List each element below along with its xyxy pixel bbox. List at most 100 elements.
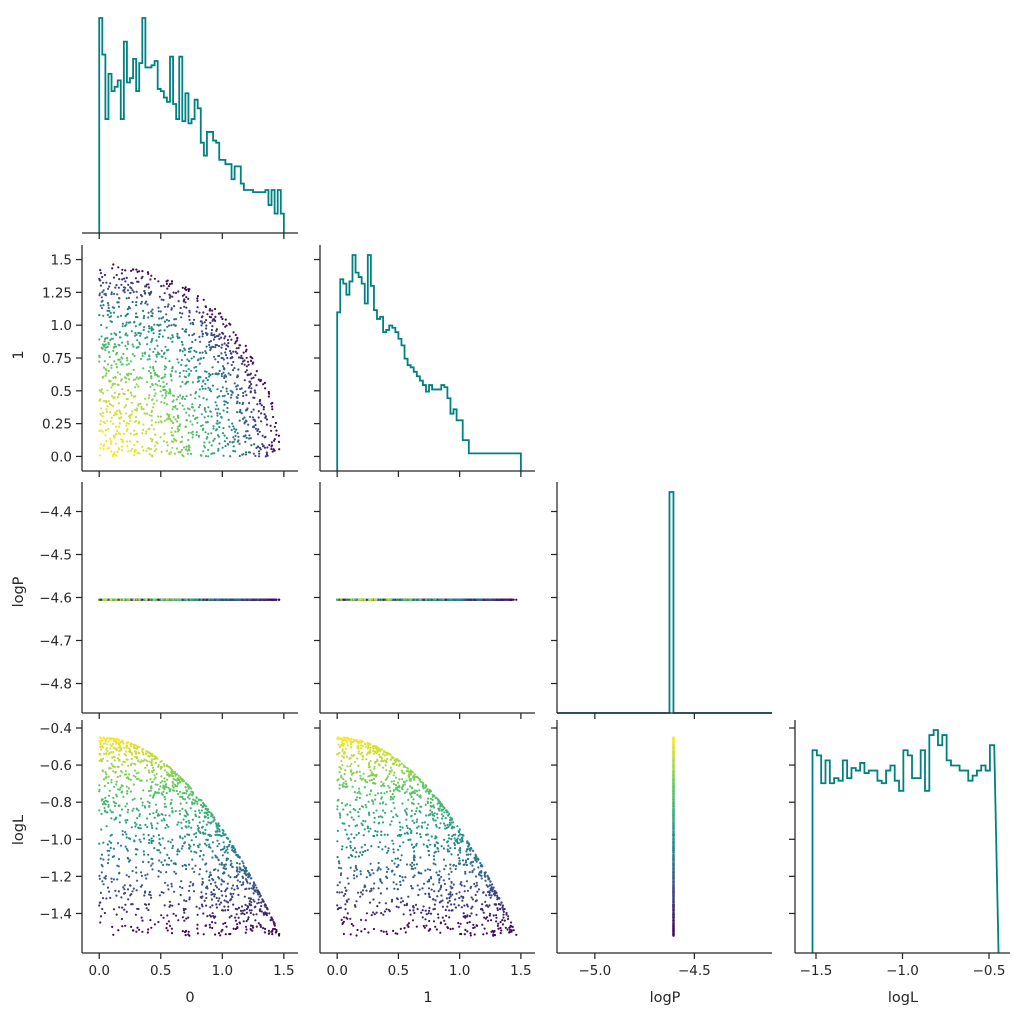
scatter-point (186, 449, 189, 452)
scatter-point (172, 416, 175, 419)
scatter-point (231, 369, 235, 372)
scatter-point (106, 287, 110, 290)
scatter-point (221, 317, 224, 321)
scatter-point (135, 301, 138, 304)
scatter-point (113, 759, 116, 762)
scatter-point (152, 428, 155, 431)
scatter-point (132, 783, 135, 786)
scatter-point (216, 414, 219, 417)
scatter-point (244, 440, 247, 443)
scatter-point (118, 872, 121, 875)
scatter-point (178, 371, 182, 375)
scatter-point (236, 396, 239, 399)
scatter-point (211, 319, 214, 322)
scatter-point (140, 874, 143, 878)
scatter-point (198, 598, 201, 601)
scatter-point (105, 410, 108, 413)
scatter-point (157, 765, 160, 769)
scatter-point (208, 341, 211, 344)
scatter-point (244, 434, 247, 437)
scatter-point (100, 812, 103, 816)
scatter-point (220, 336, 223, 339)
scatter-point (180, 847, 183, 850)
scatter-point (106, 309, 109, 312)
scatter-point (197, 406, 201, 409)
scatter-point (156, 783, 159, 786)
scatter-point (203, 408, 206, 411)
scatter-point (244, 370, 247, 374)
scatter-point (119, 786, 122, 789)
scatter-point (223, 899, 226, 902)
scatter-point (107, 854, 110, 857)
scatter-point (140, 302, 143, 305)
scatter-point (193, 366, 196, 369)
scatter-point (153, 347, 156, 350)
scatter-point (166, 884, 169, 887)
scatter-point (157, 335, 160, 338)
scatter-point (210, 328, 213, 332)
scatter-point (430, 598, 433, 601)
scatter-point (100, 871, 103, 874)
scatter-point (195, 832, 198, 835)
scatter-point (145, 403, 149, 406)
scatter-point (130, 287, 133, 290)
scatter-point (104, 368, 107, 371)
scatter-point (129, 360, 132, 363)
scatter-point (249, 390, 252, 393)
scatter-point (154, 433, 157, 436)
scatter-point (99, 921, 102, 924)
scatter-point (173, 318, 176, 321)
scatter-point (168, 452, 171, 455)
scatter-point (135, 407, 139, 410)
scatter-point (389, 598, 393, 601)
scatter-point (275, 598, 278, 601)
scatter-point (466, 598, 469, 601)
scatter-point (154, 373, 157, 376)
scatter-point (188, 350, 191, 353)
scatter-point (249, 928, 252, 931)
scatter-point (112, 396, 115, 399)
scatter-point (241, 860, 244, 863)
scatter-point (197, 379, 200, 382)
scatter-point (104, 434, 107, 437)
scatter-point (98, 454, 102, 457)
scatter-point (239, 598, 242, 601)
scatter-point (167, 336, 170, 339)
scatter-point (163, 388, 166, 392)
scatter-point (229, 876, 232, 879)
scatter-point (412, 598, 416, 601)
scatter-point (194, 417, 197, 420)
scatter-point (109, 896, 112, 900)
scatter-point (189, 807, 192, 810)
scatter-point (149, 366, 152, 369)
scatter-point (203, 416, 206, 419)
scatter-point (204, 382, 207, 385)
scatter-point (273, 598, 276, 601)
scatter-point (132, 429, 136, 432)
scatter-point (160, 355, 163, 358)
scatter-point (220, 901, 223, 904)
scatter-point (193, 409, 196, 412)
scatter-point (166, 403, 169, 406)
scatter-point (125, 440, 129, 443)
scatter-point (163, 419, 167, 422)
scatter-point (256, 433, 260, 436)
scatter-point (233, 367, 236, 370)
scatter-point (124, 891, 127, 895)
scatter-point (233, 427, 236, 430)
scatter-point (145, 903, 148, 906)
scatter-point (129, 432, 132, 435)
scatter-point (224, 380, 227, 383)
scatter-point (172, 912, 175, 916)
scatter-point (154, 383, 157, 386)
scatter-point (199, 868, 202, 871)
scatter-point (192, 798, 195, 801)
scatter-point (215, 422, 218, 425)
scatter-point (114, 598, 117, 601)
scatter-point (238, 419, 241, 422)
scatter-point (499, 598, 502, 601)
scatter-point (246, 374, 249, 377)
scatter-point (141, 275, 144, 278)
scatter-point (112, 292, 116, 295)
scatter-point (156, 442, 159, 445)
